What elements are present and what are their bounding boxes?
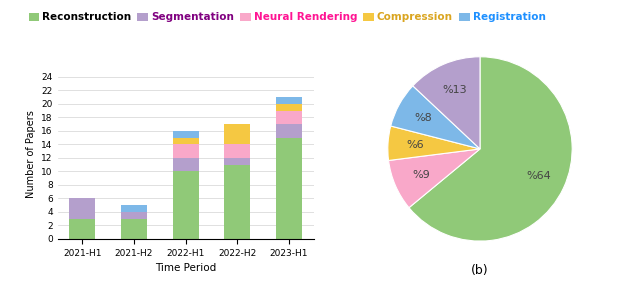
Text: (b): (b) (471, 264, 489, 277)
Text: %9: %9 (412, 169, 429, 180)
Bar (121, 219, 147, 239)
Wedge shape (388, 126, 480, 160)
Bar (225, 124, 250, 144)
Bar (173, 131, 198, 138)
X-axis label: Time Period: Time Period (155, 263, 216, 273)
Wedge shape (388, 149, 480, 208)
Bar (121, 205, 147, 212)
Text: %6: %6 (407, 140, 424, 150)
Bar (173, 171, 198, 239)
Legend: Reconstruction, Segmentation, Neural Rendering, Compression, Registration: Reconstruction, Segmentation, Neural Ren… (24, 8, 550, 26)
Y-axis label: Number of Papers: Number of Papers (26, 111, 36, 198)
Bar (225, 165, 250, 239)
Bar (276, 124, 302, 138)
Bar (173, 144, 198, 158)
Bar (69, 219, 95, 239)
Text: %13: %13 (442, 85, 467, 95)
Wedge shape (409, 57, 572, 241)
Wedge shape (413, 57, 480, 149)
Bar (121, 212, 147, 219)
Text: %64: %64 (526, 171, 551, 182)
Bar (276, 104, 302, 111)
Bar (276, 111, 302, 124)
Bar (69, 198, 95, 219)
Bar (173, 158, 198, 171)
Bar (225, 144, 250, 158)
Bar (225, 158, 250, 165)
Bar (276, 138, 302, 239)
Bar (173, 138, 198, 144)
Wedge shape (391, 86, 480, 149)
Text: %8: %8 (415, 113, 433, 123)
Bar (276, 97, 302, 104)
